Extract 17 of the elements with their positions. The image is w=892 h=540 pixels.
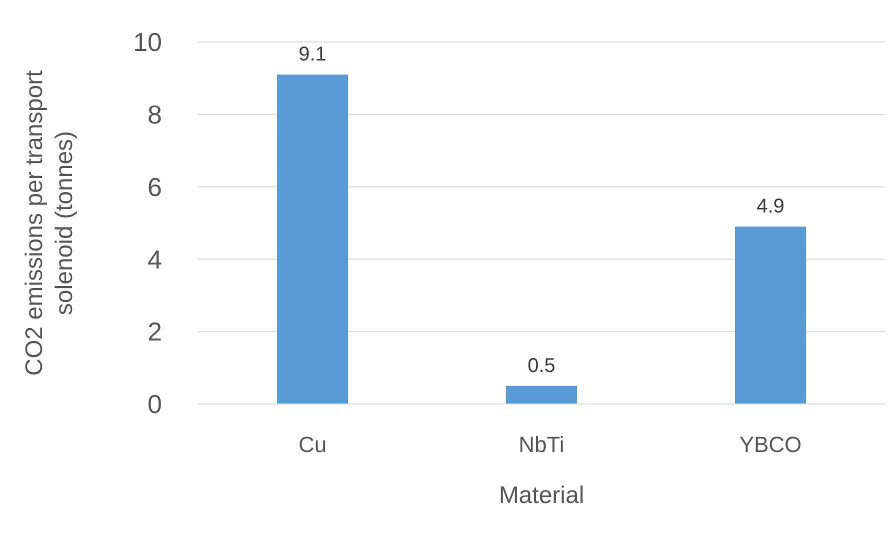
bar	[506, 386, 577, 404]
bar	[277, 74, 348, 404]
data-label: 0.5	[528, 354, 556, 377]
y-tick-label: 10	[133, 27, 162, 58]
bar	[735, 226, 806, 404]
x-tick-label: NbTi	[518, 432, 564, 457]
x-axis-title: Material	[498, 482, 584, 509]
x-tick-label: YBCO	[739, 432, 802, 457]
y-tick-label: 2	[148, 316, 162, 347]
x-tick-label: Cu	[298, 432, 327, 457]
y-axis-title: CO2 emissions per transport solenoid (tonnes)	[21, 70, 78, 376]
y-tick-label: 4	[148, 244, 162, 274]
data-label: 4.9	[756, 196, 784, 218]
y-tick-label: 8	[148, 100, 162, 130]
data-label: 9.1	[298, 44, 326, 66]
y-tick-label: 6	[148, 172, 162, 202]
y-tick-label: 0	[148, 389, 162, 420]
